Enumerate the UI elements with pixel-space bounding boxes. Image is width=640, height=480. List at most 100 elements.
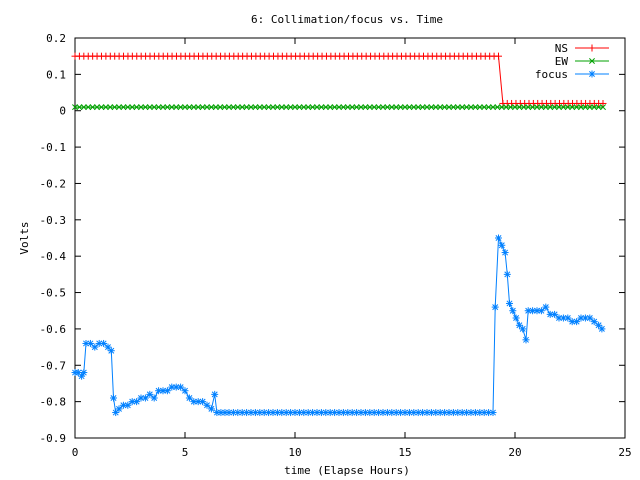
marker-stroke <box>331 409 338 416</box>
marker-stroke <box>116 104 122 111</box>
marker-stroke <box>437 409 444 416</box>
y-tick-label: -0.7 <box>40 359 67 372</box>
marker-stroke <box>287 409 294 416</box>
marker-stroke <box>551 104 558 111</box>
marker-stroke <box>569 318 576 325</box>
marker-stroke <box>204 402 210 409</box>
marker-stroke <box>362 409 369 416</box>
marker-stroke <box>265 409 272 416</box>
marker-stroke <box>506 300 513 307</box>
marker-stroke <box>428 409 435 416</box>
marker-stroke <box>349 409 356 416</box>
marker-stroke <box>239 409 246 416</box>
marker-stroke <box>525 104 532 111</box>
marker-stroke <box>424 409 430 416</box>
marker-stroke <box>168 384 175 391</box>
marker-stroke <box>402 104 408 111</box>
marker-stroke <box>75 369 82 376</box>
marker-stroke <box>495 235 502 241</box>
marker-stroke <box>463 409 470 416</box>
marker-stroke <box>578 315 584 321</box>
marker-stroke <box>83 340 89 347</box>
marker-stroke <box>265 104 272 111</box>
marker-stroke <box>142 395 149 401</box>
marker-stroke <box>582 104 589 111</box>
marker-stroke <box>230 104 237 111</box>
marker-stroke <box>573 318 580 325</box>
marker-stroke <box>138 104 144 111</box>
x-axis-ticks: 0 5 10 15 20 25 <box>72 38 632 459</box>
marker-stroke <box>485 409 492 416</box>
marker-stroke <box>589 58 595 64</box>
marker-stroke <box>542 304 549 311</box>
marker-stroke <box>226 104 232 111</box>
marker-stroke <box>100 340 107 347</box>
marker-stroke <box>173 104 180 111</box>
marker-stroke <box>182 387 188 394</box>
marker-stroke <box>300 409 307 416</box>
marker-stroke <box>327 409 334 416</box>
marker-stroke <box>424 104 430 111</box>
marker-stroke <box>450 409 457 416</box>
marker-stroke <box>556 104 562 111</box>
marker-stroke <box>384 104 391 111</box>
marker-stroke <box>199 104 206 111</box>
marker-stroke <box>309 104 316 111</box>
marker-stroke <box>397 104 404 111</box>
marker-stroke <box>261 409 268 416</box>
marker-stroke <box>569 104 576 111</box>
marker-stroke <box>336 409 342 416</box>
series-markers <box>71 234 606 417</box>
marker-stroke <box>406 104 413 111</box>
y-axis-ticks: 0.2 0.1 0 -0.1 -0.2 -0.3 -0.4 -0.5 -0.6 -0.7 -0.8 -… <box>40 32 625 445</box>
marker-stroke <box>177 104 184 111</box>
marker-stroke <box>472 409 479 416</box>
marker-stroke <box>353 409 360 416</box>
marker-stroke <box>362 104 369 111</box>
marker-stroke <box>564 315 571 321</box>
y-tick-label: -0.1 <box>40 141 67 154</box>
marker-stroke <box>551 311 558 318</box>
marker-stroke <box>344 104 351 111</box>
marker-stroke <box>441 409 448 416</box>
marker-stroke <box>234 104 241 111</box>
marker-stroke <box>353 104 360 111</box>
y-tick-label: 0 <box>59 105 66 118</box>
series-layer <box>71 52 607 417</box>
marker-stroke <box>406 409 413 416</box>
marker-stroke <box>322 409 329 416</box>
marker-stroke <box>375 104 382 111</box>
series-focus <box>71 234 606 417</box>
marker-stroke <box>595 322 602 329</box>
y-tick-label: -0.2 <box>40 177 67 190</box>
marker-stroke <box>538 307 545 314</box>
marker-stroke <box>283 409 290 416</box>
marker-stroke <box>432 409 439 416</box>
marker-stroke <box>177 384 184 391</box>
marker-stroke <box>195 398 202 405</box>
marker-stroke <box>133 104 140 111</box>
marker-stroke <box>600 104 606 111</box>
x-tick-label: 20 <box>508 446 521 459</box>
marker-stroke <box>309 409 316 416</box>
marker-stroke <box>120 104 127 111</box>
marker-stroke <box>186 104 193 111</box>
marker-stroke <box>498 242 505 249</box>
marker-stroke <box>529 104 536 111</box>
marker-stroke <box>388 409 395 416</box>
marker-stroke <box>211 391 218 398</box>
marker-stroke <box>168 104 175 111</box>
marker-stroke <box>116 405 122 412</box>
marker-stroke <box>415 409 422 416</box>
marker-stroke <box>358 409 364 416</box>
marker-stroke <box>366 409 373 416</box>
marker-stroke <box>415 104 422 111</box>
marker-stroke <box>146 391 153 398</box>
y-tick-label: -0.6 <box>40 323 67 336</box>
marker-stroke <box>87 340 94 347</box>
marker-stroke <box>490 409 496 416</box>
marker-stroke <box>520 104 527 111</box>
marker-stroke <box>274 104 281 111</box>
marker-stroke <box>578 104 584 111</box>
